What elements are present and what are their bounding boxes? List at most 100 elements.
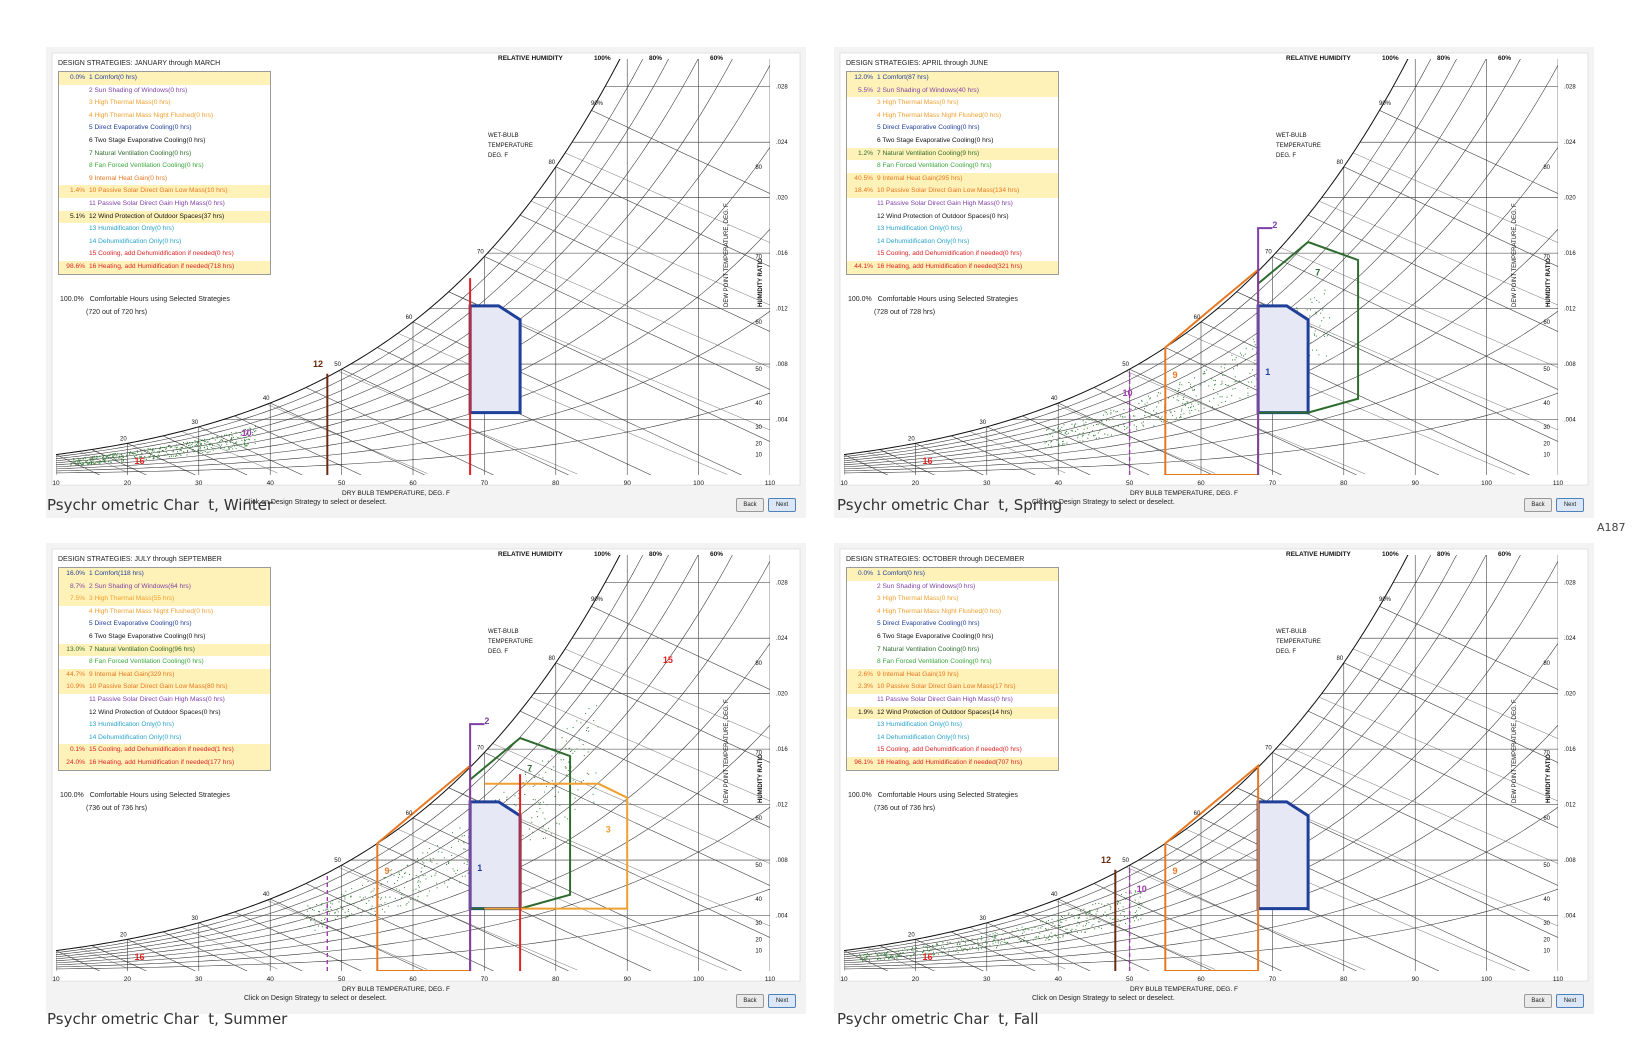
hour-point (969, 947, 971, 949)
hour-point (1253, 341, 1255, 343)
legend-item[interactable]: 15 Cooling, add Dehumidification if need… (847, 744, 1058, 757)
legend-item[interactable]: 12 Wind Protection of Outdoor Spaces(0 h… (59, 707, 270, 720)
legend-item[interactable]: 5.1% 12 Wind Protection of Outdoor Spaces… (59, 210, 270, 224)
legend-item[interactable]: 8 Fan Forced Ventilation Cooling(0 hrs) (847, 656, 1058, 669)
legend-item[interactable]: 14 Dehumidification Only(0 hrs) (59, 236, 270, 249)
legend-item[interactable]: 4 High Thermal Mass Night Flushed(0 hrs) (847, 606, 1058, 619)
hour-point (1045, 441, 1047, 443)
legend-item[interactable]: 4 High Thermal Mass Night Flushed(0 hrs) (59, 606, 270, 619)
legend-item[interactable]: 8 Fan Forced Ventilation Cooling(0 hrs) (847, 160, 1058, 173)
legend-item[interactable]: 8 Fan Forced Ventilation Cooling(0 hrs) (59, 160, 270, 173)
legend-item[interactable]: 44.7% 9 Internal Heat Gain(329 hrs) (59, 668, 270, 682)
legend-item[interactable]: 7 Natural Ventilation Cooling(0 hrs) (847, 644, 1058, 657)
hour-point (360, 888, 362, 890)
legend-item[interactable]: 24.0% 16 Heating, add Humidification if n… (59, 756, 270, 770)
hour-point (1117, 900, 1119, 902)
legend-item[interactable]: 9 Internal Heat Gain(0 hrs) (59, 173, 270, 186)
legend-item[interactable]: 6 Two Stage Evaporative Cooling(0 hrs) (847, 631, 1058, 644)
legend-item[interactable]: 0.0% 1 Comfort(0 hrs) (59, 72, 270, 85)
legend-item[interactable]: 2 Sun Shading of Windows(0 hrs) (59, 85, 270, 98)
legend-item[interactable]: 3 High Thermal Mass(0 hrs) (59, 97, 270, 110)
legend-item[interactable]: 44.1% 16 Heating, add Humidification if n… (847, 260, 1058, 274)
hour-point (1046, 938, 1048, 940)
legend-item[interactable]: 14 Dehumidification Only(0 hrs) (847, 236, 1058, 249)
hour-point (560, 759, 562, 761)
hour-point (164, 447, 166, 449)
legend-item[interactable]: 4 High Thermal Mass Night Flushed(0 hrs) (59, 110, 270, 123)
humidity-axis-label: HUMIDITY RATIO (758, 258, 764, 307)
legend-item[interactable]: 7.5% 3 High Thermal Mass(55 hrs) (59, 593, 270, 606)
legend-item[interactable]: 2.3% 10 Passive Solar Direct Gain Low Mas… (847, 681, 1058, 694)
legend-item[interactable]: 8.7% 2 Sun Shading of Windows(64 hrs) (59, 580, 270, 594)
legend-item[interactable]: 18.4% 10 Passive Solar Direct Gain Low Ma… (847, 185, 1058, 198)
hour-point (1027, 940, 1029, 942)
next-button[interactable]: Next (768, 498, 796, 512)
legend-item[interactable]: 6 Two Stage Evaporative Cooling(0 hrs) (59, 631, 270, 644)
legend-item[interactable]: 8 Fan Forced Ventilation Cooling(0 hrs) (59, 656, 270, 669)
legend-item[interactable]: 7 Natural Ventilation Cooling(0 hrs) (59, 148, 270, 161)
legend-item[interactable]: 16.0% 1 Comfort(118 hrs) (59, 568, 270, 581)
back-button[interactable]: Back (1524, 498, 1552, 512)
hour-point (1217, 393, 1219, 395)
hour-point (123, 459, 125, 461)
legend-item[interactable]: 6 Two Stage Evaporative Cooling(0 hrs) (59, 135, 270, 148)
legend-item[interactable]: 3 High Thermal Mass(0 hrs) (847, 97, 1058, 110)
next-button[interactable]: Next (768, 994, 796, 1008)
legend-item[interactable]: 2 Sun Shading of Windows(0 hrs) (847, 581, 1058, 594)
hour-point (1329, 317, 1331, 319)
hour-point (964, 942, 966, 944)
next-button[interactable]: Next (1556, 994, 1584, 1008)
legend-item[interactable]: 40.5% 9 Internal Heat Gain(295 hrs) (847, 172, 1058, 186)
legend-item[interactable]: 1.4% 10 Passive Solar Direct Gain Low Mas… (59, 185, 270, 198)
legend-item[interactable]: 6 Two Stage Evaporative Cooling(0 hrs) (847, 135, 1058, 148)
hour-point (582, 780, 584, 782)
wetbulb-line (519, 214, 770, 332)
back-button[interactable]: Back (736, 994, 764, 1008)
legend-item[interactable]: 13 Humidification Only(0 hrs) (847, 223, 1058, 236)
hour-point (467, 872, 469, 874)
legend-item[interactable]: 14 Dehumidification Only(0 hrs) (847, 732, 1058, 745)
hour-point (1102, 414, 1104, 416)
legend-item[interactable]: 5 Direct Evaporative Cooling(0 hrs) (59, 618, 270, 631)
hour-point (1059, 927, 1061, 929)
legend-item[interactable]: 13 Humidification Only(0 hrs) (847, 719, 1058, 732)
legend-item[interactable]: 15 Cooling, add Dehumidification if need… (59, 248, 270, 261)
legend-item[interactable]: 5.5% 2 Sun Shading of Windows(40 hrs) (847, 84, 1058, 98)
legend-item[interactable]: 11 Passive Solar Direct Gain High Mass(0… (59, 694, 270, 707)
back-button[interactable]: Back (1524, 994, 1552, 1008)
hour-point (203, 446, 205, 448)
back-button[interactable]: Back (736, 498, 764, 512)
hour-point (1156, 406, 1158, 408)
legend-item[interactable]: 15 Cooling, add Dehumidification if need… (847, 248, 1058, 261)
legend-item[interactable]: 11 Passive Solar Direct Gain High Mass(0… (847, 694, 1058, 707)
comfortable-hours-count: (736 out of 736 hrs) (874, 805, 936, 812)
legend-item[interactable]: 2.6% 9 Internal Heat Gain(19 hrs) (847, 668, 1058, 682)
comfortable-hours-count: (728 out of 728 hrs) (874, 309, 936, 316)
legend-item[interactable]: 12.0% 1 Comfort(87 hrs) (847, 72, 1058, 85)
legend-item[interactable]: 5 Direct Evaporative Cooling(0 hrs) (59, 122, 270, 135)
legend-item[interactable]: 3 High Thermal Mass(0 hrs) (847, 593, 1058, 606)
legend-item[interactable]: 0.1% 15 Cooling, add Dehumidification if … (59, 744, 270, 757)
legend-item[interactable]: 0.0% 1 Comfort(0 hrs) (847, 568, 1058, 581)
legend-item[interactable]: 10.9% 10 Passive Solar Direct Gain Low Ma… (59, 681, 270, 694)
legend-item[interactable]: 11 Passive Solar Direct Gain High Mass(0… (59, 198, 270, 211)
design-strategies-title: DESIGN STRATEGIES: JULY through SEPTEMBE… (58, 556, 222, 563)
legend-item[interactable]: 98.6% 16 Heating, add Humidification if n… (59, 260, 270, 274)
design-strategies-title: DESIGN STRATEGIES: JANUARY through MARCH (58, 60, 221, 67)
legend-item[interactable]: 13 Humidification Only(0 hrs) (59, 223, 270, 236)
legend-item[interactable]: 12 Wind Protection of Outdoor Spaces(0 h… (847, 211, 1058, 224)
legend-item[interactable]: 13.0% 7 Natural Ventilation Cooling(96 hr… (59, 643, 270, 657)
legend-item[interactable]: 1.2% 7 Natural Ventilation Cooling(9 hrs) (847, 147, 1058, 161)
legend-item[interactable]: 1.9% 12 Wind Protection of Outdoor Spaces… (847, 706, 1058, 720)
hour-point (1190, 401, 1192, 403)
legend-item[interactable]: 5 Direct Evaporative Cooling(0 hrs) (847, 618, 1058, 631)
legend-item[interactable]: 14 Dehumidification Only(0 hrs) (59, 732, 270, 745)
legend-item[interactable]: 13 Humidification Only(0 hrs) (59, 719, 270, 732)
legend-item[interactable]: 11 Passive Solar Direct Gain High Mass(0… (847, 198, 1058, 211)
legend-item[interactable]: 96.1% 16 Heating, add Humidification if n… (847, 756, 1058, 770)
legend-item[interactable]: 5 Direct Evaporative Cooling(0 hrs) (847, 122, 1058, 135)
next-button[interactable]: Next (1556, 498, 1584, 512)
legend-item[interactable]: 4 High Thermal Mass Night Flushed(0 hrs) (847, 110, 1058, 123)
hour-point (1088, 928, 1090, 930)
hour-point (149, 448, 151, 450)
